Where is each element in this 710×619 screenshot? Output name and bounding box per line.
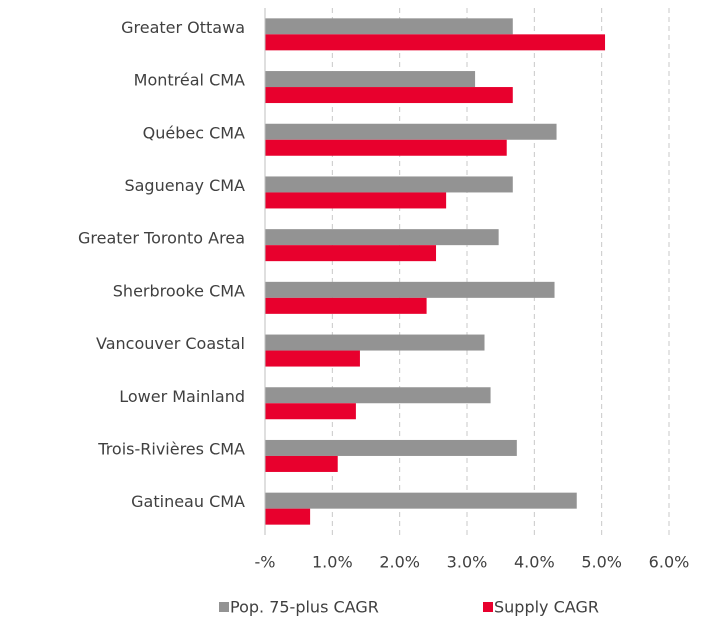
y-tick-label: Trois-Rivières CMA <box>97 439 245 458</box>
x-tick-label: 5.0% <box>581 553 622 572</box>
x-tick-label: 6.0% <box>649 553 690 572</box>
legend-label: Pop. 75-plus CAGR <box>230 598 379 617</box>
bar <box>265 123 557 140</box>
legend-label: Supply CAGR <box>494 598 599 617</box>
y-tick-label: Lower Mainland <box>119 387 245 406</box>
y-tick-label: Saguenay CMA <box>124 176 245 195</box>
bar <box>265 176 513 193</box>
x-tick-label: 3.0% <box>447 553 488 572</box>
bar <box>265 245 437 262</box>
x-tick-label: 4.0% <box>514 553 555 572</box>
bar <box>265 492 577 509</box>
bar <box>265 387 491 404</box>
y-tick-label: Gatineau CMA <box>131 492 245 511</box>
bar <box>265 297 427 314</box>
legend-swatch <box>483 602 493 612</box>
bar <box>265 508 311 525</box>
bar <box>265 71 476 88</box>
bar <box>265 439 517 456</box>
x-tick-label: 2.0% <box>379 553 420 572</box>
legend-swatch <box>219 602 229 612</box>
bar <box>265 139 507 156</box>
y-tick-label: Sherbrooke CMA <box>113 281 245 300</box>
y-tick-label: Québec CMA <box>143 123 245 142</box>
bar <box>265 403 356 420</box>
bar <box>265 192 447 209</box>
bar <box>265 18 513 35</box>
bar <box>265 229 499 246</box>
y-tick-label: Greater Toronto Area <box>78 229 245 248</box>
y-tick-label: Greater Ottawa <box>121 18 245 37</box>
bar <box>265 87 513 104</box>
bar <box>265 334 485 351</box>
bar <box>265 350 360 367</box>
y-tick-label: Montréal CMA <box>134 71 245 90</box>
bar <box>265 34 606 51</box>
bar <box>265 281 555 298</box>
y-tick-label: Vancouver Coastal <box>96 334 245 353</box>
x-tick-label: -% <box>255 553 276 572</box>
bar <box>265 455 338 472</box>
x-tick-label: 1.0% <box>312 553 353 572</box>
